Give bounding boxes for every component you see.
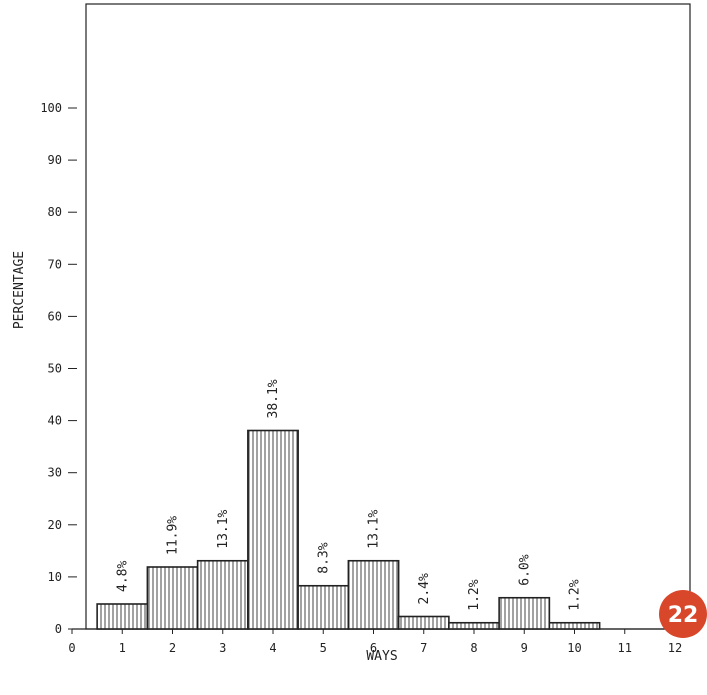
x-tick-label: 4 (269, 641, 276, 655)
data-label-2: 11.9% (166, 516, 181, 555)
y-tick-label: 80 (48, 205, 62, 219)
bar-4 (247, 429, 299, 630)
y-tick-label: 20 (48, 518, 62, 532)
x-tick-label: 11 (618, 641, 632, 655)
y-tick-label: 40 (48, 414, 62, 428)
bar-7 (397, 615, 450, 630)
x-tick-label: 0 (68, 641, 75, 655)
y-tick-label: 100 (40, 101, 62, 115)
x-tick-label: 12 (668, 641, 682, 655)
y-tick-label: 50 (48, 362, 62, 376)
bar-1 (96, 603, 149, 630)
x-tick-label: 1 (119, 641, 126, 655)
data-label-9: 6.0% (517, 554, 532, 585)
y-axis: 0 10 20 30 40 50 60 70 80 90 100 (40, 101, 77, 636)
x-tick-label: 5 (320, 641, 327, 655)
x-axis-title: WAYS (366, 649, 397, 664)
data-label-4: 38.1% (266, 379, 281, 418)
data-label-10: 1.2% (568, 579, 583, 610)
page-badge-circle (659, 590, 707, 638)
x-tick-label: 3 (219, 641, 226, 655)
bars (96, 429, 601, 630)
y-tick-label: 0 (55, 622, 62, 636)
x-tick-label: 6 (370, 641, 377, 655)
data-label-8: 1.2% (467, 579, 482, 610)
y-tick-label: 10 (48, 570, 62, 584)
bar-5 (297, 584, 350, 630)
x-tick-label: 8 (470, 641, 477, 655)
bar-9 (498, 596, 551, 630)
x-tick-label: 2 (169, 641, 176, 655)
data-labels: 4.8% 11.9% 13.1% 38.1% 8.3% 13.1% 2.4% 1.2% 6.0%… (115, 379, 582, 611)
data-label-5: 8.3% (316, 542, 331, 573)
data-label-1: 4.8% (115, 561, 130, 592)
bar-6 (347, 559, 400, 630)
data-label-7: 2.4% (417, 573, 432, 604)
bar-10 (548, 621, 601, 630)
page-badge-number: 22 (668, 603, 699, 628)
y-tick-label: 70 (48, 257, 62, 271)
data-label-6: 13.1% (367, 509, 382, 548)
y-tick-label: 60 (48, 309, 62, 323)
x-tick-label: 10 (567, 641, 581, 655)
y-axis-title: PERCENTAGE (12, 251, 27, 329)
data-label-3: 13.1% (216, 509, 231, 548)
y-tick-label: 30 (48, 466, 62, 480)
x-tick-label: 9 (521, 641, 528, 655)
bar-8 (448, 621, 500, 630)
page-badge: 22 (659, 590, 707, 638)
y-tick-label: 90 (48, 153, 62, 167)
x-tick-label: 7 (420, 641, 427, 655)
bar-2 (146, 566, 199, 630)
bar-3 (196, 559, 249, 630)
